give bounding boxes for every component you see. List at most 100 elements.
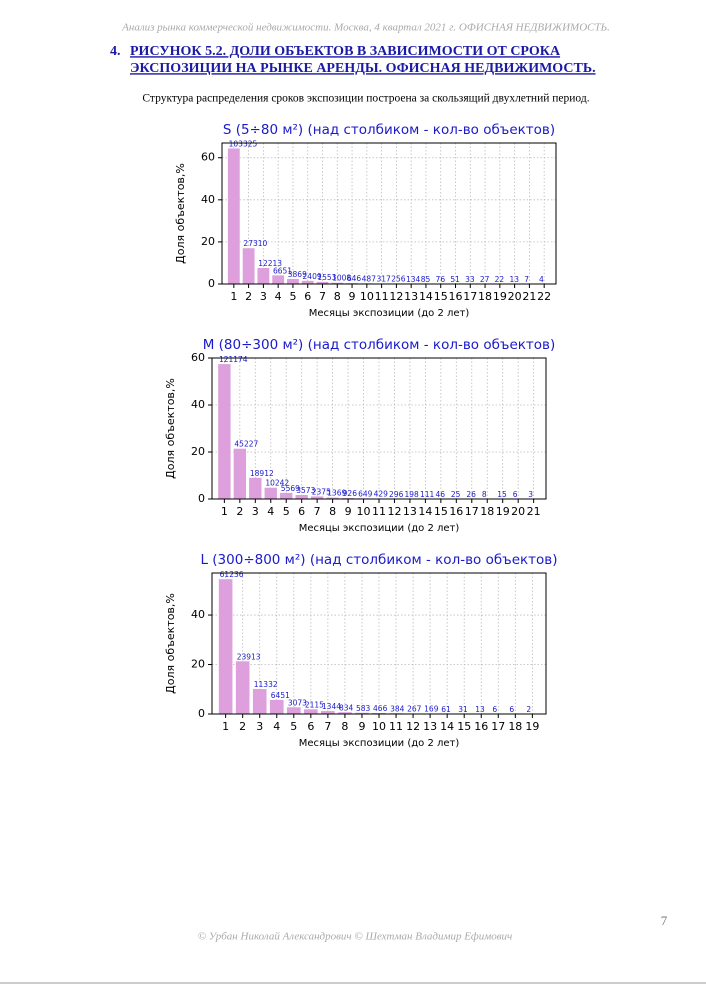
y-tick-label: 60 — [201, 151, 215, 164]
count-label: 583 — [356, 704, 371, 713]
chart-title: L (300÷800 м²) (над столбиком - кол-во о… — [200, 552, 557, 568]
x-tick-label: 3 — [256, 720, 263, 733]
x-tick-label: 13 — [404, 290, 418, 303]
x-tick-label: 10 — [372, 720, 386, 733]
x-tick-label: 14 — [418, 505, 432, 518]
y-tick-label: 20 — [191, 445, 205, 458]
count-label: 429 — [374, 490, 389, 499]
count-label: 5569 — [281, 484, 300, 493]
y-axis-label: Доля объектов,% — [164, 378, 177, 479]
bar — [242, 248, 255, 284]
count-label: 85 — [421, 275, 431, 284]
count-label: 121174 — [219, 355, 248, 364]
bar — [321, 711, 335, 714]
count-label: 10242 — [265, 479, 289, 488]
x-tick-label: 8 — [341, 720, 348, 733]
bar — [316, 281, 329, 284]
count-label: 46 — [435, 490, 445, 499]
x-tick-label: 9 — [345, 505, 352, 518]
count-label: 45227 — [234, 440, 258, 449]
y-tick-label: 40 — [201, 193, 215, 206]
bar — [331, 282, 344, 284]
count-label: 3073 — [288, 698, 307, 707]
x-tick-label: 5 — [290, 720, 297, 733]
x-tick-label: 9 — [358, 720, 365, 733]
heading-number: 4. — [110, 44, 121, 59]
count-label: 13 — [475, 705, 485, 714]
x-tick-label: 12 — [387, 505, 401, 518]
count-label: 6 — [492, 705, 497, 714]
x-tick-label: 6 — [307, 720, 314, 733]
x-tick-label: 4 — [275, 290, 282, 303]
count-label: 27 — [480, 275, 490, 284]
x-tick-label: 21 — [527, 505, 541, 518]
x-tick-label: 8 — [334, 290, 341, 303]
heading-line: РИСУНОК 5.2. ДОЛИ ОБЪЕКТОВ В ЗАВИСИМОСТИ… — [130, 44, 561, 59]
heading-line: ЭКСПОЗИЦИИ НА РЫНКЕ АРЕНДЫ. ОФИСНАЯ НЕДВ… — [130, 61, 596, 76]
x-tick-label: 15 — [434, 290, 448, 303]
x-tick-label: 15 — [457, 720, 471, 733]
count-label: 466 — [373, 704, 388, 713]
x-tick-label: 18 — [508, 720, 522, 733]
bar — [301, 280, 314, 284]
count-label: 7 — [524, 275, 529, 284]
count-label: 111 — [420, 490, 435, 499]
count-label: 134 — [406, 275, 421, 284]
x-tick-label: 17 — [463, 290, 477, 303]
bar — [227, 148, 240, 284]
count-label: 169 — [424, 705, 439, 714]
count-label: 3573 — [296, 486, 315, 495]
x-tick-label: 7 — [319, 290, 326, 303]
x-tick-label: 2 — [239, 720, 246, 733]
count-label: 31 — [458, 705, 468, 714]
count-label: 1369 — [327, 489, 346, 498]
x-tick-label: 5 — [289, 290, 296, 303]
x-tick-label: 1 — [230, 290, 237, 303]
x-axis-label: Месяцы экспозиции (до 2 лет) — [299, 738, 460, 749]
x-tick-label: 19 — [493, 290, 507, 303]
x-tick-label: 16 — [474, 720, 488, 733]
count-label: 2 — [526, 705, 531, 714]
count-label: 834 — [339, 703, 354, 712]
x-tick-label: 14 — [440, 720, 454, 733]
y-axis-label: Доля объектов,% — [174, 163, 187, 264]
x-tick-label: 6 — [298, 505, 305, 518]
count-label: 23913 — [237, 652, 261, 661]
plot-frame — [211, 572, 547, 715]
x-tick-label: 20 — [508, 290, 522, 303]
x-tick-label: 18 — [478, 290, 492, 303]
x-tick-label: 2 — [236, 505, 243, 518]
x-tick-label: 16 — [449, 505, 463, 518]
count-label: 1008 — [332, 274, 351, 283]
x-tick-label: 18 — [480, 505, 494, 518]
count-label: 6651 — [273, 266, 292, 275]
count-label: 926 — [343, 489, 358, 498]
bar — [295, 495, 308, 499]
count-label: 51 — [450, 275, 460, 284]
count-label: 384 — [390, 704, 405, 713]
bar — [272, 275, 285, 284]
y-tick-label: 40 — [191, 608, 205, 621]
x-tick-label: 11 — [375, 290, 389, 303]
count-label: 61 — [441, 705, 451, 714]
count-label: 1344 — [322, 702, 341, 711]
bar — [280, 492, 293, 499]
bar — [252, 689, 267, 714]
bar — [310, 496, 324, 499]
count-label: 6 — [513, 490, 518, 499]
x-tick-label: 2 — [245, 290, 252, 303]
count-label: 12213 — [258, 259, 282, 268]
x-tick-label: 5 — [283, 505, 290, 518]
y-tick-label: 0 — [198, 707, 205, 720]
x-tick-label: 17 — [491, 720, 505, 733]
count-label: 6 — [509, 705, 514, 714]
header: Анализ рынка коммерческой недвижимости. … — [121, 22, 610, 34]
count-label: 2115 — [305, 700, 324, 709]
chart-title: S (5÷80 м²) (над столбиком - кол-во объе… — [223, 122, 555, 138]
x-tick-label: 16 — [449, 290, 463, 303]
x-tick-label: 4 — [267, 505, 274, 518]
x-tick-label: 13 — [403, 505, 417, 518]
count-label: 3869 — [288, 270, 307, 279]
bar — [257, 268, 270, 284]
